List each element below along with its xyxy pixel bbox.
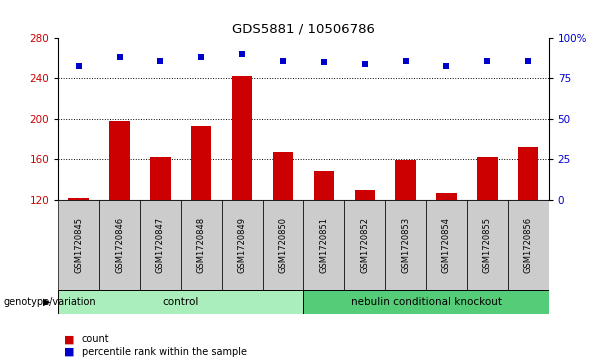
Bar xyxy=(262,200,303,290)
Bar xyxy=(477,157,498,200)
Bar xyxy=(69,197,89,200)
Text: control: control xyxy=(162,297,199,307)
Bar xyxy=(109,121,130,200)
Text: percentile rank within the sample: percentile rank within the sample xyxy=(82,347,246,357)
Bar xyxy=(58,200,99,290)
Text: GSM1720855: GSM1720855 xyxy=(483,217,492,273)
Bar xyxy=(467,200,508,290)
Text: GSM1720853: GSM1720853 xyxy=(401,217,410,273)
Point xyxy=(441,63,451,69)
Bar xyxy=(395,160,416,200)
Bar xyxy=(222,200,262,290)
Bar xyxy=(150,157,170,200)
Bar xyxy=(232,77,253,200)
Text: GSM1720854: GSM1720854 xyxy=(442,217,451,273)
Point xyxy=(524,58,533,64)
Text: GSM1720856: GSM1720856 xyxy=(524,217,533,273)
Text: GSM1720847: GSM1720847 xyxy=(156,217,165,273)
Point xyxy=(401,58,411,64)
Point xyxy=(115,54,124,60)
Bar xyxy=(314,171,334,200)
Point xyxy=(196,54,206,60)
Bar xyxy=(426,200,467,290)
Text: GSM1720851: GSM1720851 xyxy=(319,217,329,273)
Point xyxy=(237,52,247,57)
Bar xyxy=(303,200,345,290)
Bar xyxy=(303,290,549,314)
Point xyxy=(278,58,288,64)
Text: GSM1720845: GSM1720845 xyxy=(74,217,83,273)
Bar xyxy=(99,200,140,290)
Bar xyxy=(518,147,538,200)
Bar xyxy=(273,152,293,200)
Text: ■: ■ xyxy=(64,334,75,344)
Bar xyxy=(191,126,211,200)
Bar xyxy=(354,189,375,200)
Text: GSM1720849: GSM1720849 xyxy=(238,217,246,273)
Bar xyxy=(436,193,457,200)
Bar xyxy=(385,200,426,290)
Point xyxy=(319,60,329,65)
Bar xyxy=(345,200,385,290)
Text: ■: ■ xyxy=(64,347,75,357)
Text: GSM1720848: GSM1720848 xyxy=(197,217,206,273)
Text: GSM1720850: GSM1720850 xyxy=(278,217,287,273)
Text: count: count xyxy=(82,334,109,344)
Text: GSM1720852: GSM1720852 xyxy=(360,217,369,273)
Point xyxy=(156,58,166,64)
Point xyxy=(74,63,83,69)
Bar xyxy=(181,200,222,290)
Text: GSM1720846: GSM1720846 xyxy=(115,217,124,273)
Bar xyxy=(58,290,303,314)
Point xyxy=(482,58,492,64)
Text: ▶: ▶ xyxy=(44,297,51,307)
Point xyxy=(360,61,370,67)
Bar xyxy=(508,200,549,290)
Title: GDS5881 / 10506786: GDS5881 / 10506786 xyxy=(232,23,375,36)
Bar xyxy=(140,200,181,290)
Text: genotype/variation: genotype/variation xyxy=(3,297,96,307)
Text: nebulin conditional knockout: nebulin conditional knockout xyxy=(351,297,501,307)
